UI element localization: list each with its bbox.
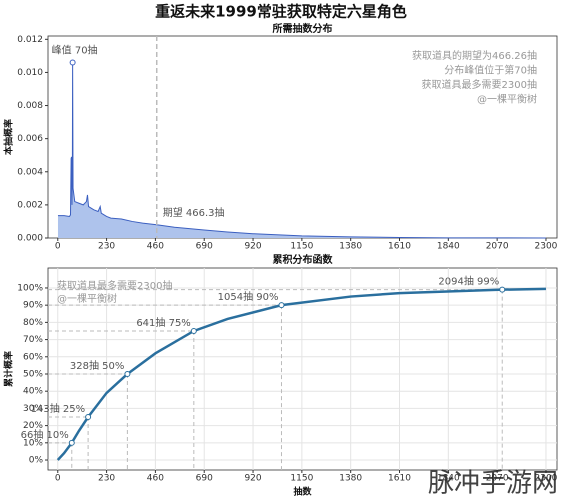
subplot-title: 所需抽数分布 [273,22,333,35]
y-tick-label: 0.006 [17,134,43,144]
x-tick-label: 2070 [486,474,509,484]
x-tick-label: 1380 [339,242,362,252]
x-tick-label: 460 [147,474,164,484]
cdf-line [56,287,546,461]
y-axis-label: 累计概率 [3,351,15,387]
y-tick-label: 20% [23,421,43,431]
y-tick-label: 100% [17,283,43,293]
plot-area [47,35,558,239]
x-tick-label: 2300 [535,242,558,252]
x-tick-label: 2300 [535,474,558,484]
annotation-marker [190,327,197,334]
area [57,62,546,238]
x-tick-label: 690 [196,474,213,484]
x-tick-label: 1610 [388,242,411,252]
y-axis-label: 本抽概率 [3,119,15,155]
x-tick-label: 920 [244,242,261,252]
x-tick-label: 460 [147,242,164,252]
x-tick-label: 690 [196,242,213,252]
x-tick-label: 1150 [290,474,313,484]
peak-label: 峰值 70抽 [52,43,98,56]
annotation-marker [499,286,506,293]
x-tick-label: 230 [98,474,115,484]
y-tick-label: 0.004 [17,167,43,177]
note: 获取道具最多需要2300抽 [57,279,172,292]
y-tick-label: 30% [23,404,43,414]
annotation-label: 66抽 10% [21,428,69,441]
annotation-marker [68,439,75,446]
y-tick-label: 0% [29,456,44,466]
annotation-marker [124,370,131,377]
x-tick-label: 1840 [437,474,460,484]
note: @一棵平衡树 [477,93,537,106]
annotation-marker [278,302,285,309]
y-tick-label: 60% [23,352,43,362]
figure-title: 重返未来1999常驻获取特定六星角色 [155,3,407,21]
annotation-label: 328抽 50% [70,359,125,372]
y-tick-label: 0.010 [17,68,43,78]
note: 获取道具的期望为466.26抽 [412,49,537,62]
note: 获取道具最多需要2300抽 [422,78,537,91]
area-edge [57,62,546,239]
y-tick-label: 0.012 [17,35,43,45]
y-tick-label: 90% [23,301,43,311]
y-tick-label: 80% [23,318,43,328]
x-tick-label: 2070 [486,242,509,252]
x-axis-label: 抽数 [293,486,312,498]
peak-marker [69,59,76,66]
x-tick-label: 0 [55,474,61,484]
y-tick-label: 50% [23,369,43,379]
y-tick-label: 0.000 [17,234,43,244]
x-tick-label: 230 [98,242,115,252]
x-tick-label: 920 [244,474,261,484]
expectation-label: 期望 466.3抽 [163,206,225,219]
x-tick-label: 1150 [290,242,313,252]
y-tick-label: 10% [23,438,43,448]
x-tick-label: 0 [55,242,61,252]
y-tick-label: 40% [23,387,43,397]
note: 分布峰值位于第70抽 [444,64,537,77]
y-tick-label: 0.002 [17,200,43,210]
annotation-label: 641抽 75% [136,316,191,329]
subplot-title: 累积分布函数 [273,253,334,266]
watermark: 脉冲手游网 [428,469,558,499]
x-tick-label: 1380 [339,474,362,484]
annotation-marker [85,414,92,421]
annotation-label: 2094抽 99% [438,275,499,288]
x-tick-label: 1840 [437,242,460,252]
x-tick-label: 1610 [388,474,411,484]
y-tick-label: 70% [23,335,43,345]
y-tick-label: 0.008 [17,101,43,111]
note: @一棵平衡树 [57,292,117,305]
annotation-label: 1054抽 90% [218,290,279,303]
annotation-label: 143抽 25% [31,402,86,415]
